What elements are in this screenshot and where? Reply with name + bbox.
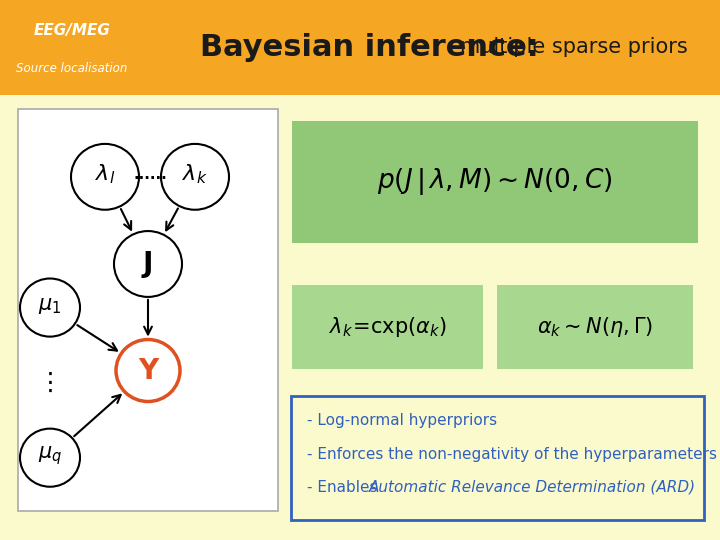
Text: Automatic Relevance Determination (ARD): Automatic Relevance Determination (ARD)	[369, 480, 696, 495]
Circle shape	[20, 429, 80, 487]
FancyBboxPatch shape	[0, 0, 720, 94]
Text: J: J	[143, 250, 153, 278]
FancyBboxPatch shape	[18, 109, 278, 511]
Circle shape	[20, 279, 80, 336]
Text: $\alpha_k \sim N(\eta,\Gamma)$: $\alpha_k \sim N(\eta,\Gamma)$	[537, 315, 653, 339]
Circle shape	[114, 231, 182, 297]
Text: ⋮: ⋮	[37, 370, 63, 395]
Circle shape	[116, 340, 180, 402]
Text: $\lambda_k\!=\!{\rm cxp}(\alpha_k)$: $\lambda_k\!=\!{\rm cxp}(\alpha_k)$	[329, 315, 446, 339]
FancyBboxPatch shape	[0, 0, 145, 94]
Text: EEG/MEG: EEG/MEG	[34, 23, 110, 38]
Text: $p(J\,|\,\lambda,M) \sim N(0,C)$: $p(J\,|\,\lambda,M) \sim N(0,C)$	[377, 166, 613, 197]
FancyBboxPatch shape	[497, 285, 693, 369]
Text: $\lambda_k$: $\lambda_k$	[182, 162, 208, 186]
Text: - Enables: - Enables	[307, 480, 382, 495]
Text: - Log-normal hyperpriors: - Log-normal hyperpriors	[307, 414, 497, 428]
Text: Bayesian inference:: Bayesian inference:	[200, 33, 539, 62]
Circle shape	[161, 144, 229, 210]
Circle shape	[71, 144, 139, 210]
FancyBboxPatch shape	[291, 396, 704, 519]
FancyBboxPatch shape	[292, 120, 698, 242]
Text: $\mu_q$: $\mu_q$	[38, 444, 62, 467]
Text: multiple sparse priors: multiple sparse priors	[460, 37, 688, 57]
Text: Source localisation: Source localisation	[17, 62, 127, 75]
Text: - Enforces the non-negativity of the hyperparameters: - Enforces the non-negativity of the hyp…	[307, 447, 717, 462]
Text: ......: ......	[133, 167, 167, 183]
FancyBboxPatch shape	[292, 285, 483, 369]
Text: Y: Y	[138, 356, 158, 384]
Text: $\mu_1$: $\mu_1$	[38, 295, 62, 315]
Text: $\lambda_l$: $\lambda_l$	[95, 162, 115, 186]
